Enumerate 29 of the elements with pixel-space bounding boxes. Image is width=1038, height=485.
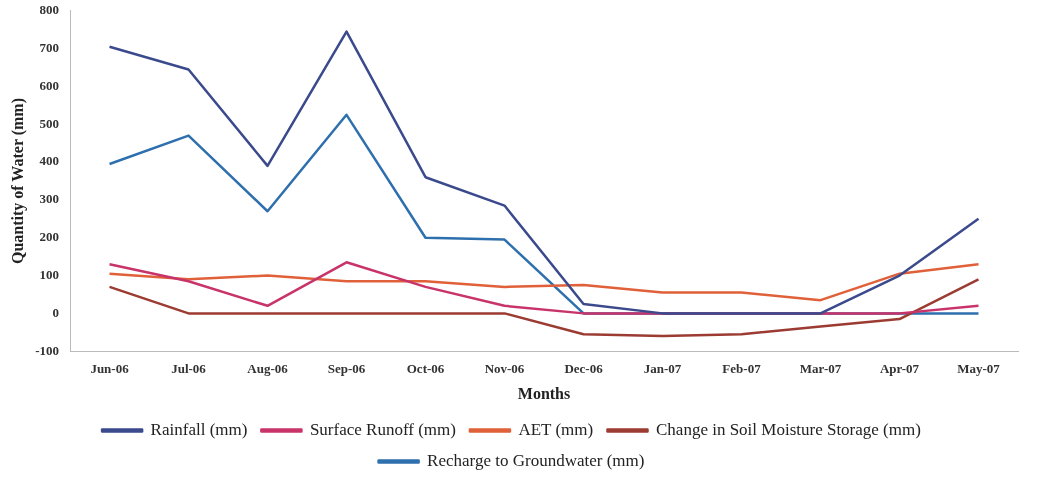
legend-label: AET (mm) [518, 419, 594, 439]
y-tick-label: 500 [39, 115, 60, 131]
x-tick-label: Aug-06 [247, 361, 289, 377]
x-tick-label: Jul-06 [171, 361, 207, 377]
y-tick-label: 400 [39, 153, 60, 169]
y-tick-label: 100 [39, 266, 60, 282]
y-tick-label: 700 [39, 39, 60, 55]
legend-label: Change in Soil Moisture Storage (mm) [656, 419, 921, 439]
x-tick-label: Nov-06 [484, 361, 525, 377]
legend-label: Rainfall (mm) [150, 419, 248, 439]
y-tick-label: 600 [39, 77, 60, 93]
y-tick-label: 0 [52, 304, 60, 320]
x-tick-label: Jun-06 [90, 361, 130, 377]
x-tick-label: Dec-06 [564, 361, 604, 377]
x-tick-label: Jan-07 [643, 361, 682, 377]
y-tick-label: -100 [35, 342, 60, 358]
y-tick-label: 800 [39, 2, 60, 18]
x-tick-label: Mar-07 [799, 361, 842, 377]
x-tick-label: Oct-06 [406, 361, 445, 377]
x-tick-label: Sep-06 [327, 361, 366, 377]
legend-label: Recharge to Groundwater (mm) [427, 450, 645, 470]
x-tick-label: Apr-07 [879, 361, 920, 377]
x-axis-title: Months [517, 384, 571, 402]
y-axis-title: Quantity of Water (mm) [8, 97, 27, 265]
x-tick-label: May-07 [957, 361, 1001, 377]
y-tick-label: 200 [39, 229, 60, 245]
y-tick-label: 300 [39, 191, 60, 207]
x-tick-label: Feb-07 [722, 361, 762, 377]
legend-label: Surface Runoff (mm) [309, 419, 456, 439]
